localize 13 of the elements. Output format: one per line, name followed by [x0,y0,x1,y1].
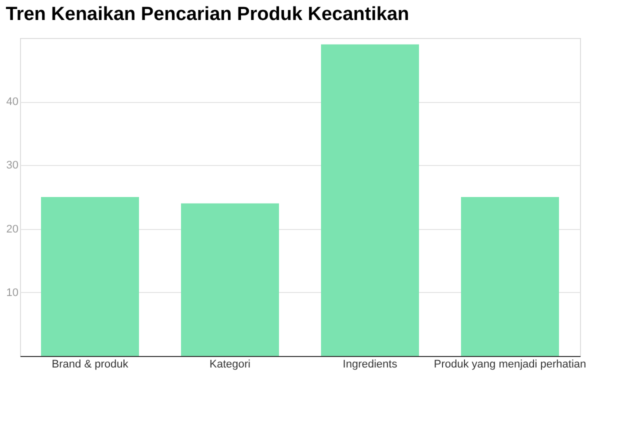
y-tick-label: 30 [6,160,18,172]
x-tick-label: Produk yang menjadi perhatian [434,358,586,370]
bar [181,203,279,356]
bar [321,44,419,356]
bar [461,197,559,356]
x-tick-label: Brand & produk [52,358,129,370]
bar [41,197,139,356]
y-tick-label: 20 [6,223,18,236]
y-tick-label: 40 [6,96,18,108]
chart-title: Tren Kenaikan Pencarian Produk Kecantikan [6,4,410,25]
x-tick-label: Ingredients [342,358,398,370]
x-tick-label: Kategori [210,358,250,370]
y-tick-label: 10 [6,286,18,299]
